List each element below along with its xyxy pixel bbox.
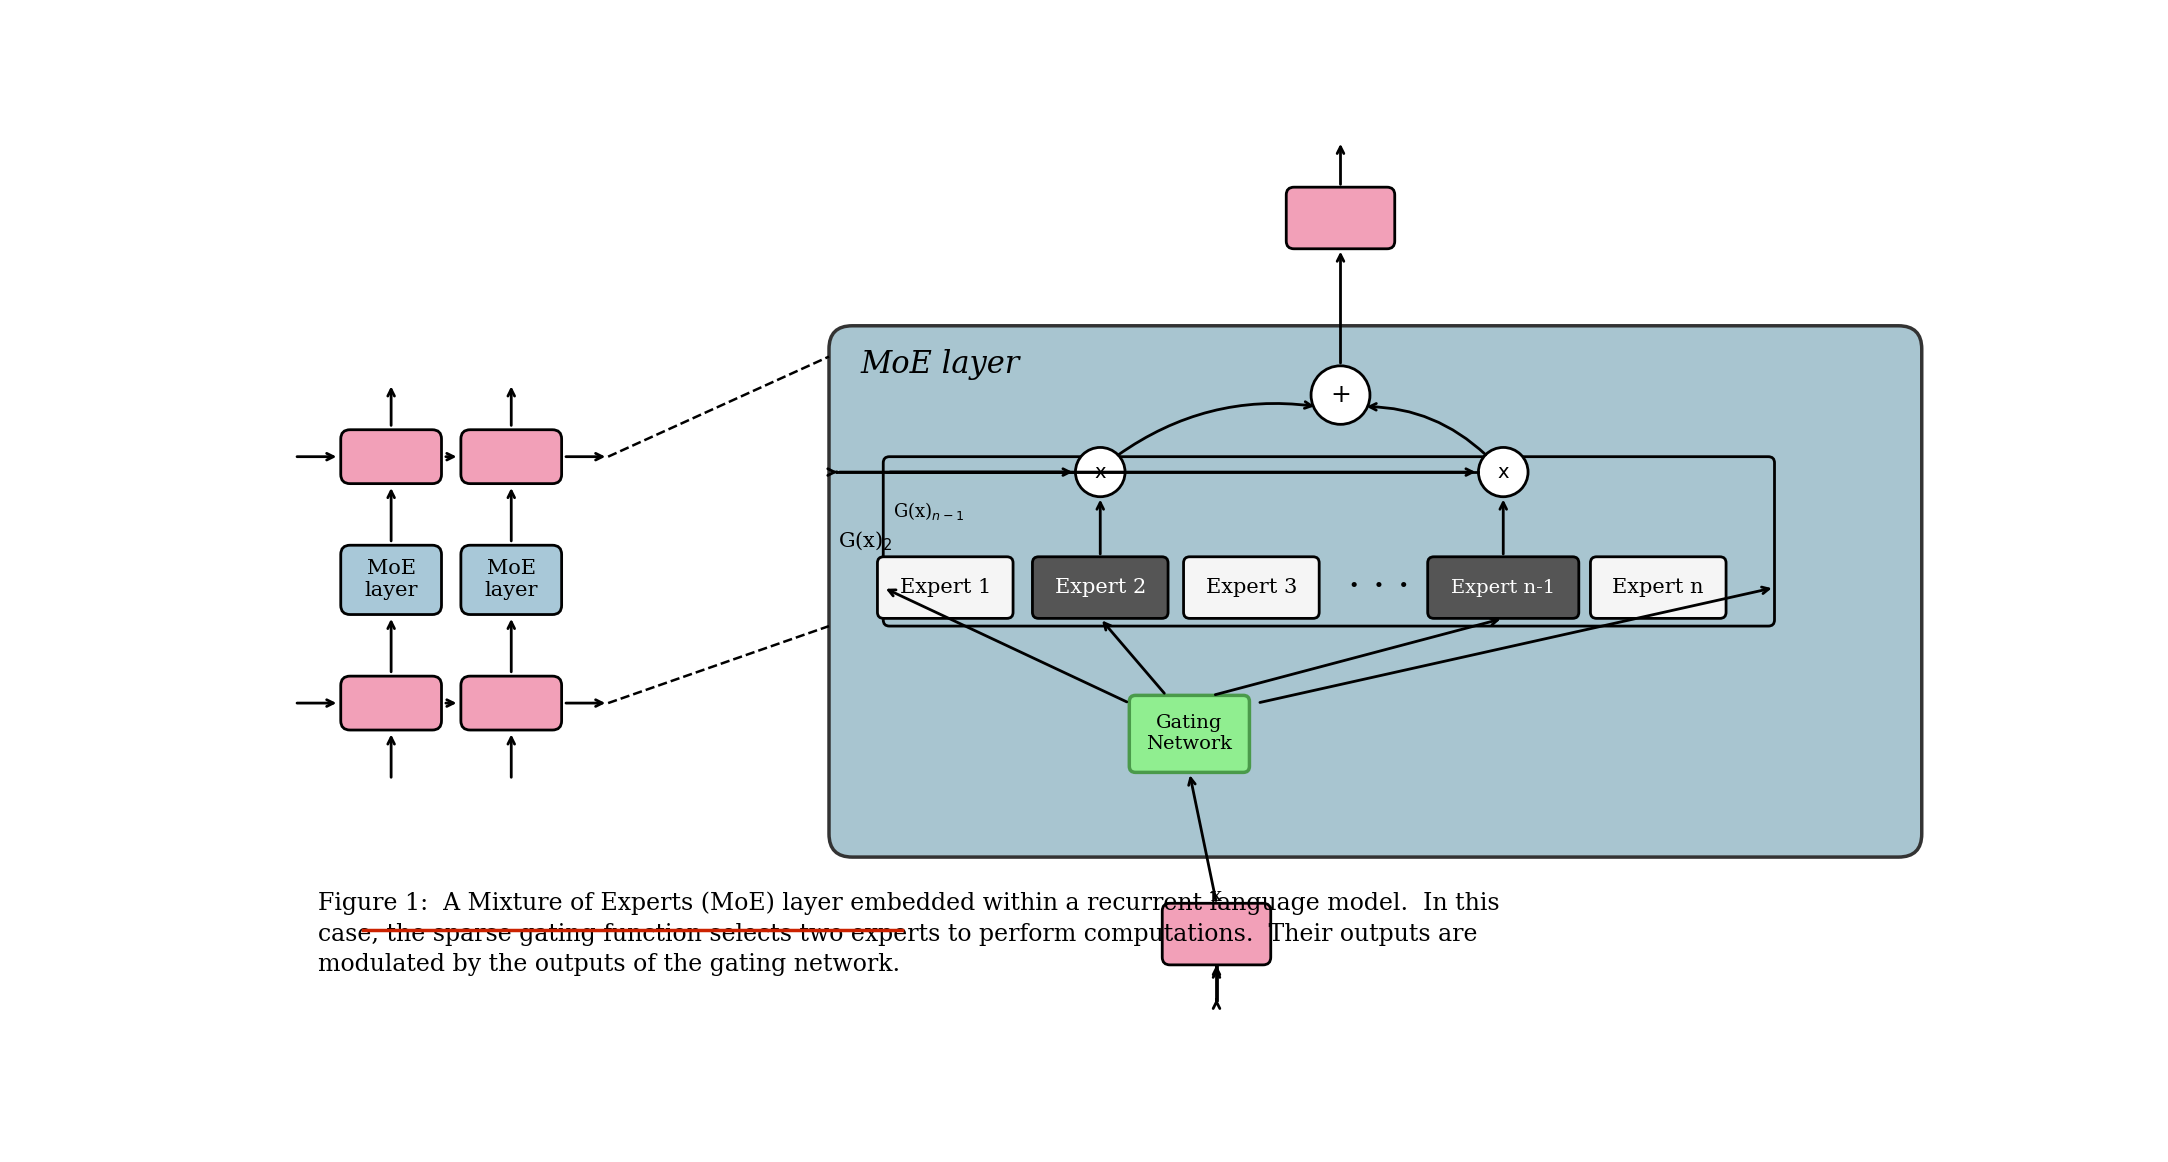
Text: x: x [1498, 462, 1509, 481]
FancyBboxPatch shape [1591, 557, 1726, 618]
Text: Gating
Network: Gating Network [1147, 715, 1231, 753]
Circle shape [1479, 447, 1528, 496]
Text: G(x)$_2$: G(x)$_2$ [839, 530, 893, 553]
Circle shape [1075, 447, 1125, 496]
Text: G(x)$_{n-1}$: G(x)$_{n-1}$ [893, 500, 963, 522]
Text: · · ·: · · · [1348, 569, 1409, 607]
FancyBboxPatch shape [1162, 903, 1270, 964]
Text: x: x [1212, 887, 1223, 904]
Text: MoE
layer: MoE layer [483, 559, 538, 601]
FancyBboxPatch shape [340, 430, 442, 483]
FancyBboxPatch shape [1130, 695, 1249, 773]
Text: Expert 3: Expert 3 [1205, 578, 1296, 597]
FancyBboxPatch shape [878, 557, 1012, 618]
FancyBboxPatch shape [462, 430, 562, 483]
FancyBboxPatch shape [1286, 187, 1394, 249]
Text: Expert n: Expert n [1613, 578, 1704, 597]
Text: modulated by the outputs of the gating network.: modulated by the outputs of the gating n… [317, 953, 900, 976]
FancyBboxPatch shape [340, 545, 442, 615]
Circle shape [1312, 366, 1370, 424]
Text: Figure 1:  A Mixture of Experts (MoE) layer embedded within a recurrent language: Figure 1: A Mixture of Experts (MoE) lay… [317, 891, 1498, 916]
FancyBboxPatch shape [828, 325, 1921, 858]
FancyBboxPatch shape [1184, 557, 1318, 618]
FancyBboxPatch shape [1032, 557, 1169, 618]
Text: MoE
layer: MoE layer [364, 559, 418, 601]
Text: Expert n-1: Expert n-1 [1450, 579, 1554, 596]
Text: x: x [1095, 462, 1106, 481]
Text: Expert 2: Expert 2 [1054, 578, 1147, 597]
FancyBboxPatch shape [1429, 557, 1578, 618]
FancyBboxPatch shape [462, 676, 562, 730]
FancyBboxPatch shape [340, 676, 442, 730]
Text: Expert 1: Expert 1 [900, 578, 991, 597]
Text: case, the sparse gating function selects two experts to perform computations.  T: case, the sparse gating function selects… [317, 923, 1476, 946]
FancyBboxPatch shape [462, 545, 562, 615]
Text: MoE layer: MoE layer [861, 349, 1019, 380]
Text: +: + [1329, 383, 1351, 407]
